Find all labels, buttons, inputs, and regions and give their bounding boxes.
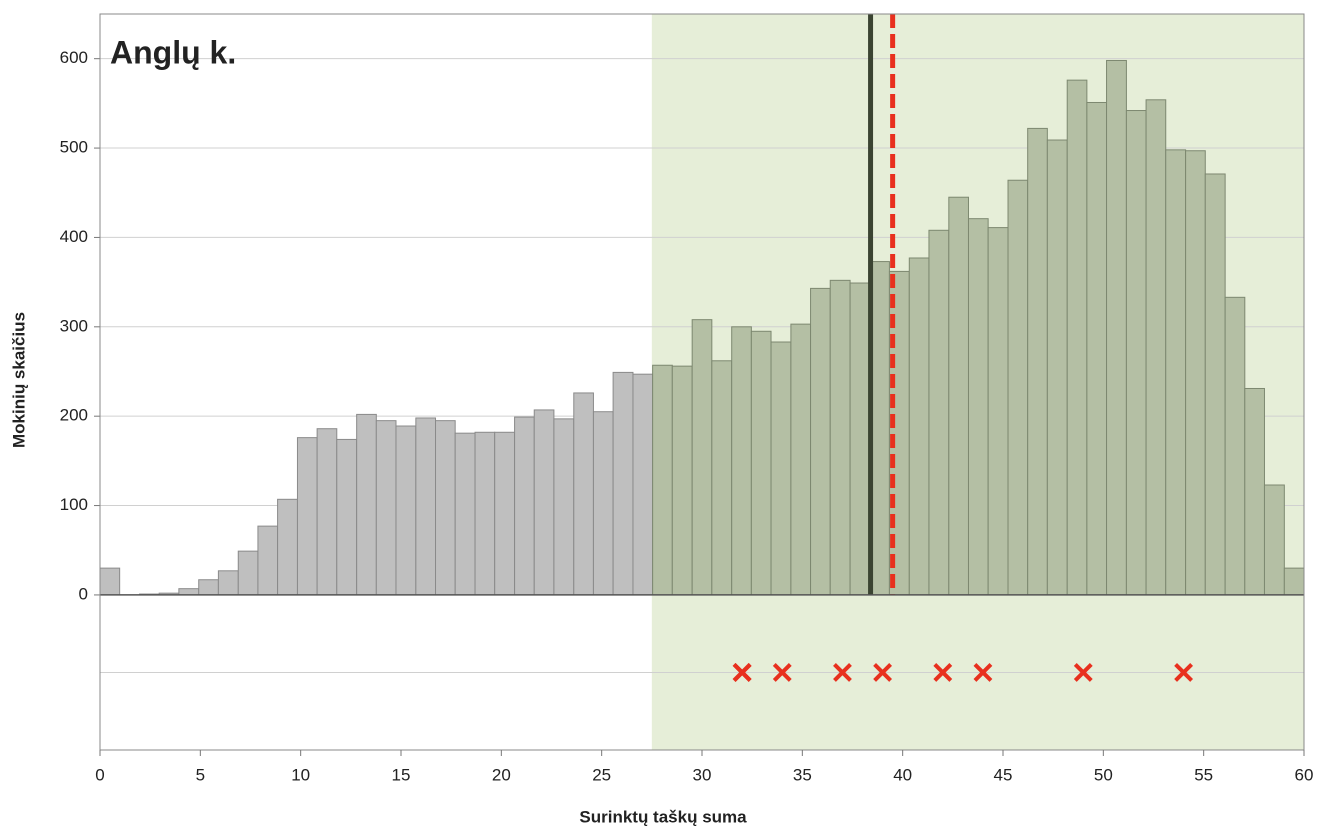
- x-tick-label: 45: [994, 765, 1013, 784]
- marker: [933, 663, 953, 682]
- marker: [772, 663, 792, 682]
- bar: [1145, 99, 1167, 596]
- y-tick-label: 400: [60, 227, 88, 246]
- bar: [750, 330, 772, 596]
- x-tick-label: 5: [196, 765, 205, 784]
- y-tick-label: 100: [60, 495, 88, 514]
- bar: [1244, 387, 1265, 596]
- bar: [99, 567, 121, 596]
- marker: [732, 663, 752, 682]
- chart-title: Anglų k.: [110, 34, 236, 70]
- x-axis-title: Surinktų taškų suma: [579, 807, 747, 826]
- bar: [277, 498, 298, 596]
- x-tick-label: 50: [1094, 765, 1113, 784]
- bar: [435, 420, 456, 596]
- x-tick-label: 25: [592, 765, 611, 784]
- y-tick-label: 0: [79, 584, 88, 603]
- bar: [395, 425, 417, 596]
- marker-stroke: [873, 663, 893, 682]
- bar: [632, 373, 654, 596]
- bar: [316, 428, 338, 596]
- marker-stroke: [732, 663, 752, 682]
- bar: [1086, 101, 1108, 596]
- bar: [1224, 296, 1246, 596]
- bar: [336, 438, 358, 596]
- marker-stroke: [1073, 663, 1093, 682]
- bar: [731, 326, 752, 596]
- marker-stroke: [933, 663, 953, 682]
- x-tick-label: 10: [291, 765, 310, 784]
- x-tick-label: 35: [793, 765, 812, 784]
- bar: [928, 229, 950, 596]
- bar: [810, 287, 831, 596]
- bar: [829, 279, 851, 596]
- marker: [873, 663, 893, 682]
- bar: [474, 431, 496, 596]
- bar: [967, 218, 989, 596]
- x-tick-label: 30: [693, 765, 712, 784]
- y-tick-label: 500: [60, 138, 88, 157]
- bar: [553, 418, 575, 596]
- bar: [671, 365, 693, 596]
- bar: [237, 550, 259, 596]
- bar: [1027, 127, 1048, 596]
- bar: [770, 341, 792, 596]
- x-tick-label: 0: [95, 765, 104, 784]
- bar: [1007, 179, 1029, 596]
- x-tick-label: 55: [1194, 765, 1213, 784]
- bar: [790, 323, 812, 596]
- marker: [1174, 663, 1194, 682]
- bar: [987, 227, 1009, 596]
- marker-stroke: [1174, 663, 1194, 682]
- bar: [375, 420, 397, 596]
- x-tick-label: 60: [1295, 765, 1314, 784]
- marker-stroke: [833, 663, 852, 682]
- bar: [514, 416, 535, 596]
- marker-stroke: [772, 663, 792, 682]
- bar: [612, 371, 634, 596]
- x-tick-label: 20: [492, 765, 511, 784]
- bar: [1204, 173, 1226, 596]
- bar: [356, 413, 377, 596]
- bar: [652, 364, 673, 596]
- x-tick-label: 15: [392, 765, 411, 784]
- marker: [833, 663, 852, 682]
- bar: [415, 417, 437, 596]
- marker: [1073, 663, 1093, 682]
- bar: [494, 431, 516, 596]
- marker: [973, 663, 993, 682]
- bar: [849, 282, 871, 596]
- bar: [217, 570, 239, 596]
- bar: [948, 196, 969, 596]
- bar: [198, 579, 219, 596]
- y-tick-label: 300: [60, 316, 88, 335]
- bar: [1283, 567, 1305, 596]
- y-tick-label: 200: [60, 406, 88, 425]
- bar: [1263, 484, 1285, 596]
- marker-stroke: [973, 663, 993, 682]
- bar: [1066, 79, 1088, 596]
- bar: [592, 411, 614, 596]
- bar: [454, 432, 476, 596]
- bar: [908, 257, 930, 596]
- x-tick-label: 40: [893, 765, 912, 784]
- y-axis-title: Mokinių skaičius: [9, 312, 28, 448]
- bar: [573, 392, 594, 596]
- bar: [296, 437, 318, 596]
- bar: [1165, 149, 1187, 596]
- bar: [1125, 110, 1147, 596]
- y-tick-label: 600: [60, 48, 88, 67]
- bar: [1106, 59, 1127, 596]
- bar: [1185, 150, 1206, 596]
- bar: [1046, 139, 1068, 596]
- bar: [257, 525, 279, 596]
- bar: [178, 588, 200, 596]
- bar: [691, 319, 713, 596]
- bar: [711, 360, 733, 596]
- bar: [533, 409, 555, 596]
